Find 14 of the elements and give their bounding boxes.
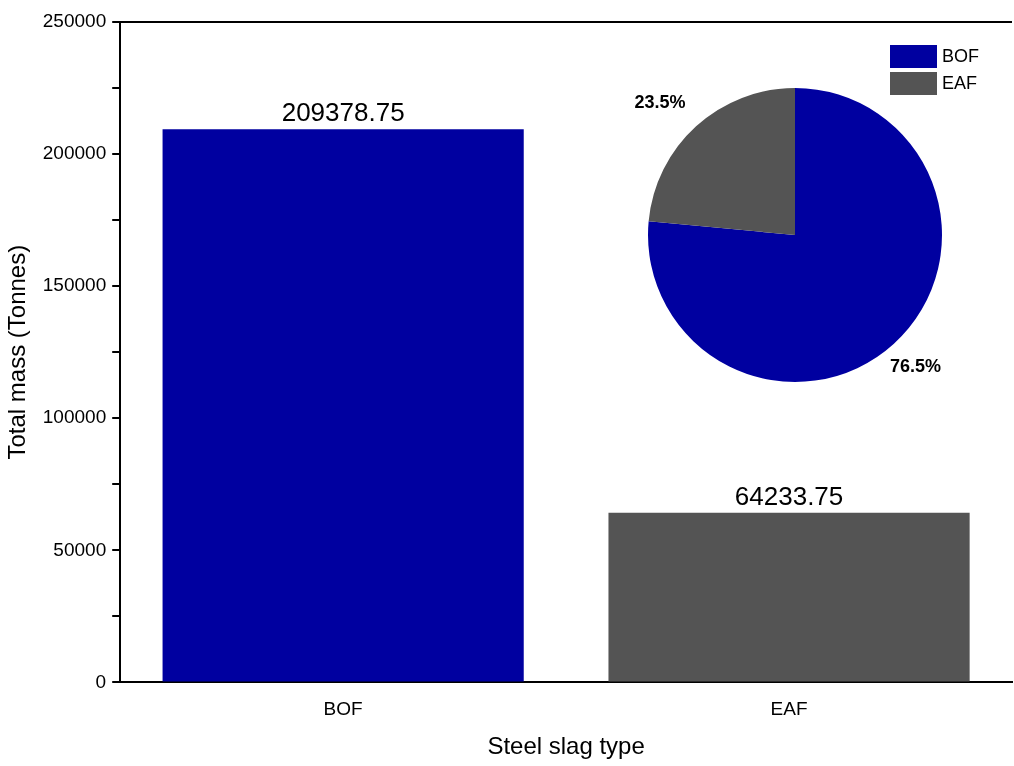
data-label: 209378.75 (281, 97, 405, 128)
legend-label: BOF (942, 45, 980, 66)
data-label: 76.5% (889, 356, 941, 377)
y-tick-label: 0 (95, 670, 107, 692)
y-axis-title: Total mass (Tonnes) (3, 244, 31, 460)
y-tick-label: 100000 (42, 406, 107, 428)
y-tick-label: 150000 (42, 274, 107, 296)
y-tick-label: 250000 (42, 10, 107, 32)
data-label: 23.5% (634, 91, 686, 112)
y-tick-label: 200000 (42, 142, 107, 164)
legend-label: EAF (942, 72, 978, 93)
data-label: 64233.75 (734, 480, 844, 511)
y-tick-label: 50000 (53, 538, 107, 560)
x-axis-title: Steel slag type (487, 732, 645, 760)
